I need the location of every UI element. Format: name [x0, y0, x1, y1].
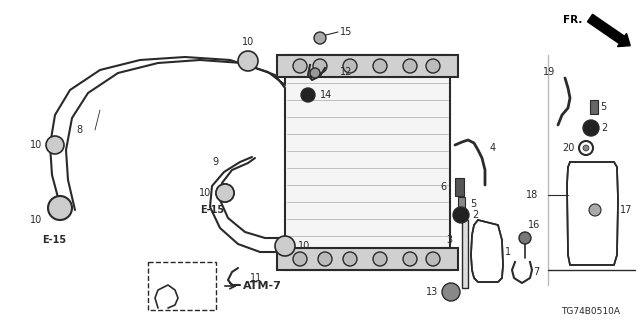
Circle shape [453, 207, 469, 223]
Text: 19: 19 [543, 67, 555, 77]
Circle shape [216, 184, 234, 202]
Text: 10: 10 [29, 215, 42, 225]
Circle shape [216, 184, 234, 202]
Circle shape [519, 232, 531, 244]
Circle shape [373, 252, 387, 266]
Text: 10: 10 [298, 241, 310, 251]
Circle shape [301, 88, 315, 102]
Circle shape [48, 196, 72, 220]
Text: FR.: FR. [563, 15, 582, 25]
Text: 6: 6 [440, 182, 446, 192]
Text: 13: 13 [426, 287, 438, 297]
Text: 9: 9 [212, 157, 218, 167]
Circle shape [583, 145, 589, 151]
Circle shape [403, 252, 417, 266]
Polygon shape [471, 220, 503, 282]
Bar [285, 55, 450, 270]
Text: 7: 7 [533, 267, 540, 277]
Text: ATM-7: ATM-7 [243, 281, 282, 291]
Circle shape [46, 136, 64, 154]
Text: 1: 1 [505, 247, 511, 257]
Circle shape [318, 252, 332, 266]
Text: 5: 5 [470, 199, 476, 209]
Bar [277, 248, 458, 270]
Text: 16: 16 [528, 220, 540, 230]
Bar [277, 55, 458, 77]
Text: 18: 18 [525, 190, 538, 200]
Text: 2: 2 [472, 210, 478, 220]
Text: E-15: E-15 [200, 205, 224, 215]
Circle shape [314, 32, 326, 44]
Circle shape [343, 59, 357, 73]
Text: 17: 17 [620, 205, 632, 215]
Circle shape [426, 252, 440, 266]
Text: 2: 2 [601, 123, 607, 133]
Text: 10: 10 [29, 140, 42, 150]
Polygon shape [567, 162, 618, 265]
Bar [462, 220, 468, 288]
Circle shape [313, 59, 327, 73]
Circle shape [403, 59, 417, 73]
Bar [590, 100, 598, 114]
Bar [458, 197, 465, 211]
Text: 15: 15 [340, 27, 353, 37]
Circle shape [310, 68, 320, 78]
Circle shape [238, 51, 258, 71]
Text: 10: 10 [199, 188, 211, 198]
Text: 20: 20 [563, 143, 575, 153]
Text: 4: 4 [490, 143, 496, 153]
Bar [455, 178, 464, 196]
Text: 14: 14 [320, 90, 332, 100]
Polygon shape [210, 157, 285, 252]
Text: 12: 12 [340, 67, 353, 77]
Polygon shape [50, 57, 285, 210]
Circle shape [583, 120, 599, 136]
Text: TG74B0510A: TG74B0510A [561, 308, 620, 316]
Circle shape [343, 252, 357, 266]
Circle shape [275, 236, 295, 256]
Text: E-15: E-15 [42, 235, 66, 245]
Text: 5: 5 [600, 102, 606, 112]
Text: 3: 3 [446, 235, 452, 245]
Circle shape [373, 59, 387, 73]
Circle shape [442, 283, 460, 301]
Circle shape [293, 252, 307, 266]
Circle shape [589, 204, 601, 216]
FancyArrow shape [588, 14, 630, 47]
Text: 10: 10 [242, 37, 254, 47]
Text: 8: 8 [76, 125, 82, 135]
Circle shape [293, 59, 307, 73]
Text: 11: 11 [250, 273, 262, 283]
Circle shape [426, 59, 440, 73]
